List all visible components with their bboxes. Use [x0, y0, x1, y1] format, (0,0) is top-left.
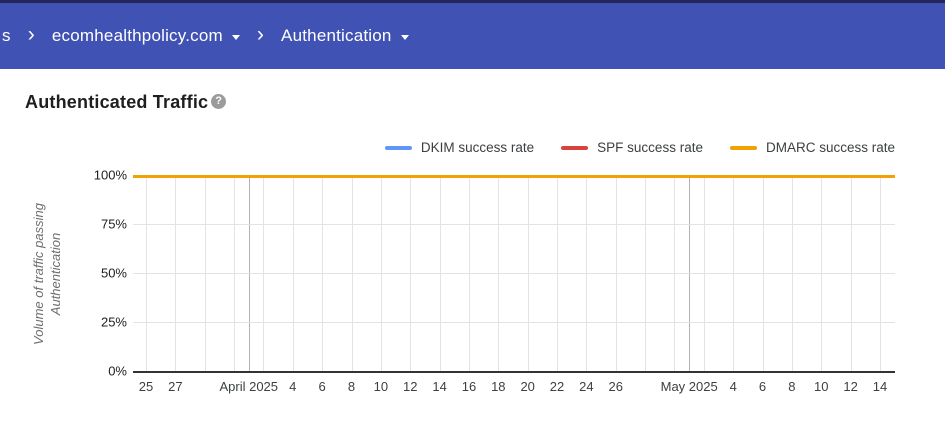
help-icon[interactable]: ?: [211, 93, 227, 109]
y-gridline: [133, 322, 895, 323]
y-tick-label: 50%: [100, 265, 127, 281]
legend-label: DMARC success rate: [765, 140, 895, 155]
x-tick-label: 25: [138, 379, 154, 394]
plot-area: 25 27 4 6 8 10 12 14 16 18 20 22 24 26 4 6 8 10 12 14 April …: [133, 175, 895, 394]
x-tick-label: 18: [491, 379, 506, 394]
legend-line-swatch: [384, 145, 412, 150]
series-lines: [133, 175, 895, 178]
x-tick-label: 14: [432, 379, 447, 394]
x-tick-label: 27: [168, 379, 183, 394]
page-title-text: Authenticated Traffic: [25, 92, 209, 112]
breadcrumb-domain-dropdown[interactable]: ecomhealthpolicy.com: [52, 26, 240, 46]
legend-item: SPF success rate: [561, 140, 703, 155]
x-tick-label: 26: [608, 379, 623, 394]
x-tick-label: 20: [520, 379, 535, 394]
chart-legend: DKIM success rate SPF success rate DMARC s…: [384, 140, 895, 155]
x-tick-label: 12: [843, 379, 858, 394]
y-tick-label: 25%: [100, 314, 127, 330]
breadcrumb-section-dropdown[interactable]: Authentication: [281, 26, 409, 46]
x-tick-label: 4: [289, 379, 297, 394]
legend-line-swatch: [729, 145, 757, 150]
x-tick-label: 8: [788, 379, 796, 394]
chevron-right-icon: ›: [256, 23, 265, 46]
x-tick-label: 4: [729, 379, 737, 394]
breadcrumb: s › ecomhealthpolicy.com › Authenticatio…: [0, 3, 945, 69]
breadcrumb-domain-label: ecomhealthpolicy.com: [51, 26, 223, 45]
top-bar: s › ecomhealthpolicy.com › Authenticatio…: [0, 0, 945, 69]
x-tick-label: 6: [318, 379, 326, 394]
y-gridline: [133, 224, 895, 225]
x-tick-label: 14: [872, 379, 888, 394]
breadcrumb-truncated-item[interactable]: s: [2, 26, 11, 45]
top-edge-strip: [0, 0, 945, 3]
x-tick-label: 10: [373, 379, 389, 394]
legend-label: SPF success rate: [597, 140, 703, 155]
y-tick-label: 100%: [93, 167, 127, 183]
x-tick-label: 22: [549, 379, 565, 394]
dropdown-caret-icon: [231, 34, 240, 40]
y-gridline: [133, 273, 895, 274]
dropdown-caret-icon: [400, 34, 409, 40]
x-tick-label: 10: [814, 379, 829, 394]
page-title: Authenticated Traffic?: [25, 92, 227, 113]
y-tick-label: 0%: [108, 363, 127, 379]
chevron-right-icon: ›: [27, 23, 35, 46]
x-tick-label: 24: [579, 379, 594, 394]
x-month-label: May 2025: [660, 379, 718, 394]
legend-item: DKIM success rate: [384, 140, 535, 155]
legend-item: DMARC success rate: [729, 140, 895, 155]
x-month-label: April 2025: [219, 379, 279, 394]
x-tick-label: 16: [461, 379, 477, 394]
x-tick-label: 6: [758, 379, 767, 394]
x-tick-label: 12: [403, 379, 418, 394]
legend-line-swatch: [561, 145, 589, 150]
y-axis-labels: 100% 75% 50% 25% 0%: [0, 168, 127, 379]
x-tick-label: 8: [347, 379, 356, 394]
y-tick-label: 75%: [100, 216, 127, 232]
breadcrumb-section-label: Authentication: [281, 26, 392, 45]
legend-label: DKIM success rate: [420, 140, 535, 155]
